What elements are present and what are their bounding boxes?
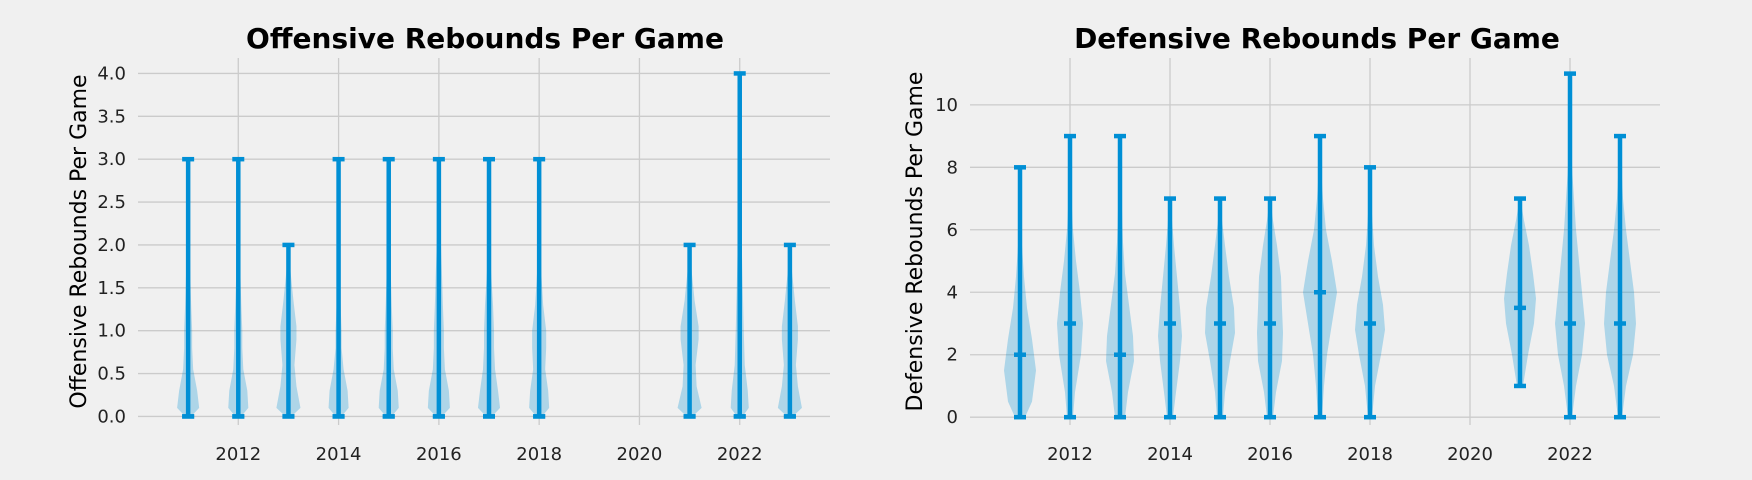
x-tick-label: 2012 [215,444,261,465]
x-tick-label: 2020 [1447,444,1493,465]
y-axis-label: Defensive Rebounds Per Game [903,72,928,412]
y-tick-label: 6 [947,220,958,241]
y-tick-label: 4 [947,282,958,303]
x-tick-label: 2022 [717,444,763,465]
y-tick-label: 2.5 [97,192,126,213]
y-tick-label: 0.0 [97,406,126,427]
chart-title: Offensive Rebounds Per Game [246,22,724,55]
x-tick-label: 2018 [1347,444,1393,465]
y-tick-label: 2.0 [97,235,126,256]
x-tick-label: 2014 [1147,444,1193,465]
y-axis-label: Offensive Rebounds Per Game [67,74,92,408]
chart-panel-2: 0 2 4 6 8 10 2012 2014 2016 2018 2020 2022 Defensive… [903,22,1660,465]
x-tick-label: 2018 [516,444,562,465]
x-tick-label: 2016 [416,444,462,465]
y-tick-label: 8 [947,157,958,178]
chart-panel-1: 0.0 0.5 1.0 1.5 2.0 2.5 3.0 3.5 4.0 2012 2014 2016 2… [67,22,830,465]
y-tick-label: 0 [947,407,958,428]
x-tick-label: 2020 [617,444,663,465]
x-tick-label: 2016 [1247,444,1293,465]
y-tick-label: 1.0 [97,321,126,342]
y-tick-label: 3.5 [97,106,126,127]
x-tick-label: 2012 [1047,444,1093,465]
y-tick-label: 4.0 [97,63,126,84]
y-tick-label: 1.5 [97,278,126,299]
x-tick-label: 2014 [316,444,362,465]
y-tick-label: 10 [935,95,958,116]
x-tick-label: 2022 [1547,444,1593,465]
chart-title: Defensive Rebounds Per Game [1074,22,1560,55]
y-tick-label: 3.0 [97,149,126,170]
y-tick-label: 2 [947,345,958,366]
y-tick-label: 0.5 [97,364,126,385]
